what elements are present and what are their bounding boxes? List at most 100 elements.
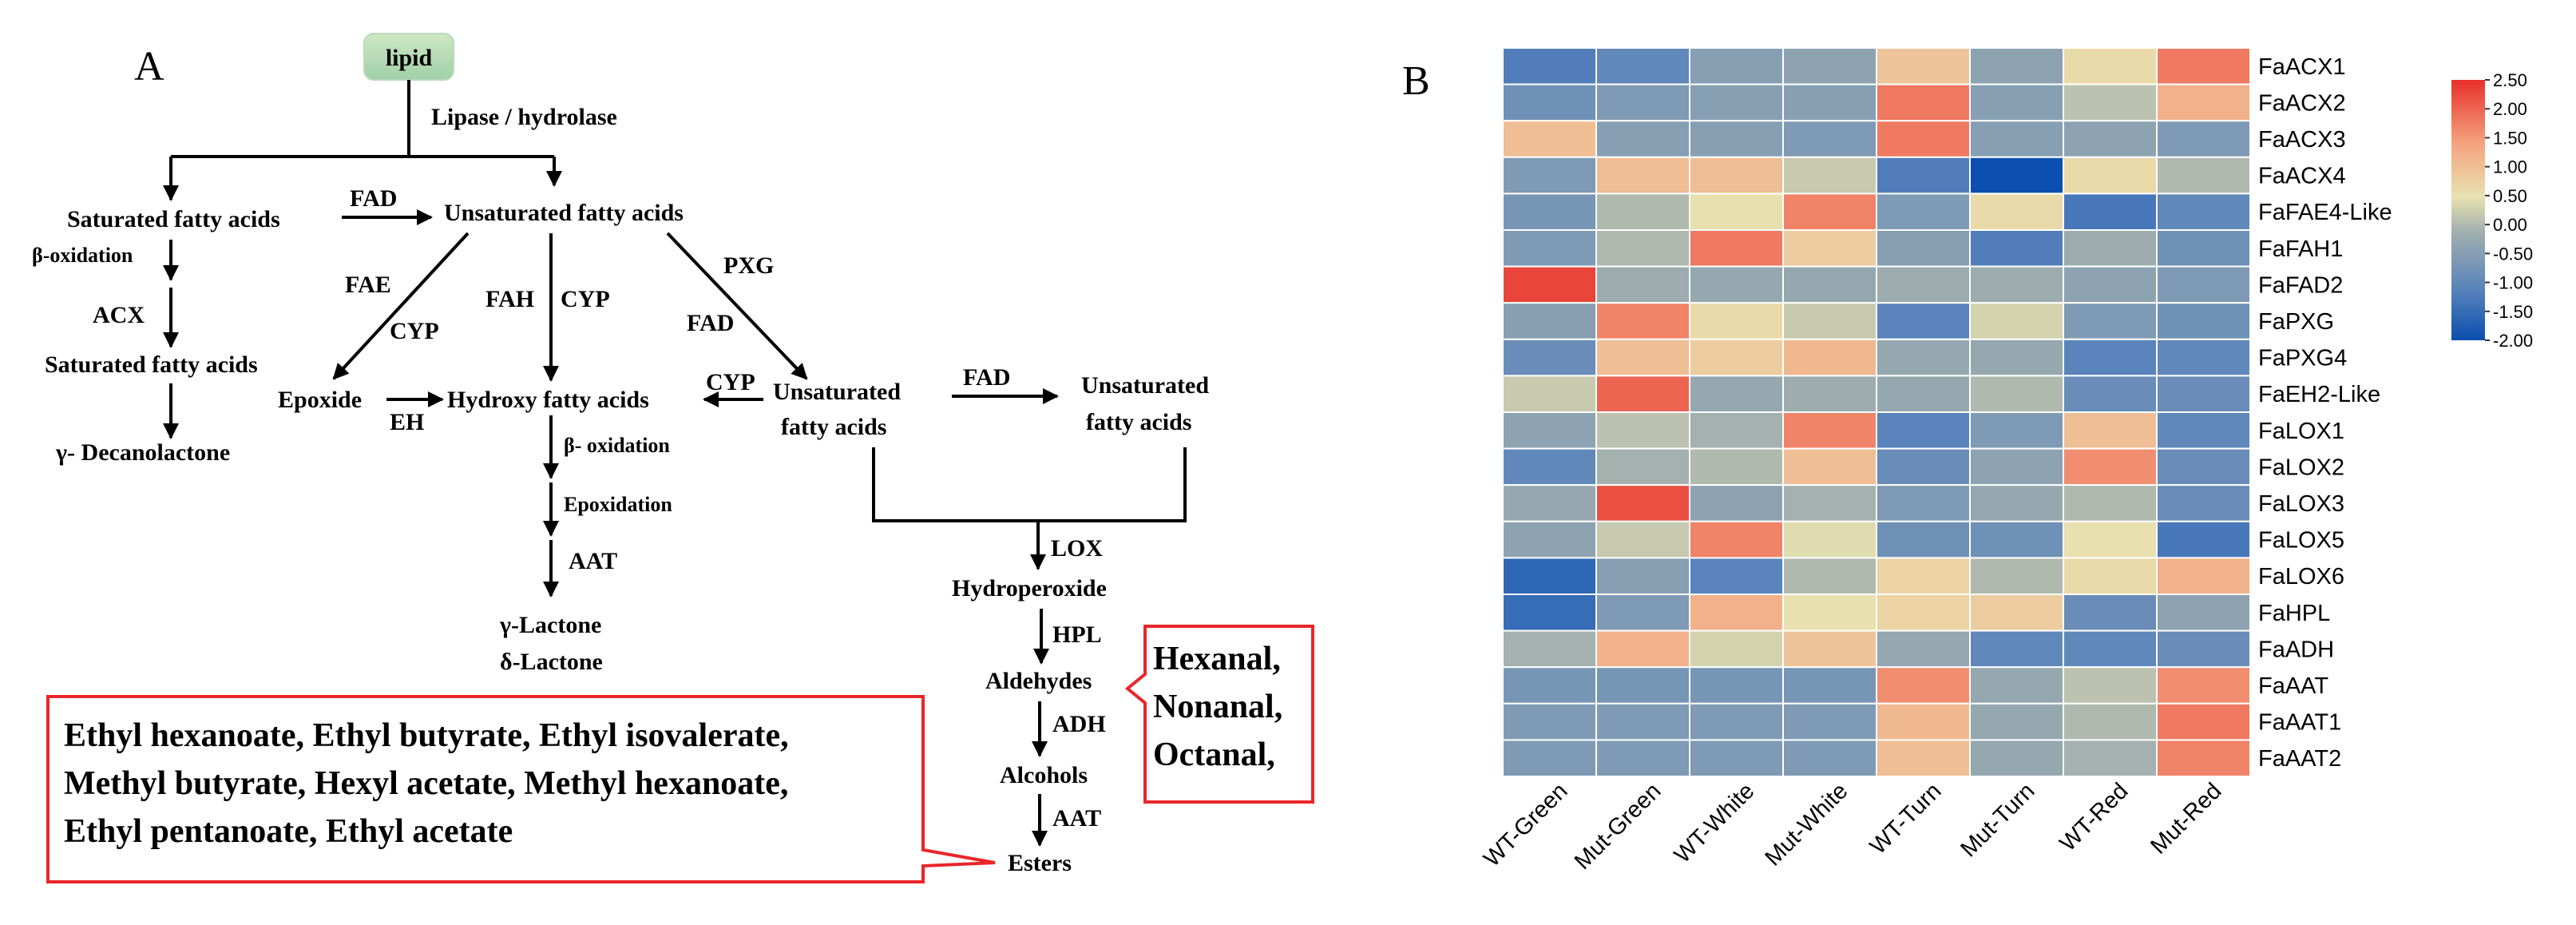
heatmap-cell: [1782, 156, 1877, 195]
aldehyde-callout-box: [1124, 625, 1314, 804]
aldehydes-label: Aldehydes: [985, 668, 1092, 694]
heatmap-cell: [1502, 120, 1597, 158]
heatmap-cell: [1969, 302, 2064, 340]
heatmap-cell: [1876, 47, 1971, 85]
callout-octanal: Octanal,: [1153, 736, 1275, 773]
heatmap-cell: [1782, 83, 1877, 122]
heatmap-cell: [1502, 739, 1597, 778]
row-label: FaAAT2: [2258, 746, 2341, 772]
heatmap-cell: [1595, 666, 1690, 705]
unsaturated-right-2a: Unsaturated: [1081, 372, 1209, 399]
row-label: FaFAD2: [2258, 272, 2343, 298]
heatmap-cell: [1876, 193, 1971, 231]
heatmap-cell: [2156, 193, 2251, 231]
heatmap-cell: [1689, 702, 1784, 741]
aat-label-right: AAT: [1052, 805, 1101, 832]
adh-label: ADH: [1052, 711, 1106, 737]
heatmap-cell: [1595, 338, 1690, 377]
column-label: Mut-White: [1760, 778, 1853, 871]
heatmap-cell: [1595, 156, 1690, 195]
color-scale-legend: 2.50 2.00 1.50 1.00 0.50 0.00 -0.50 -1.00 -1.50 -…: [2451, 70, 2533, 351]
heatmap-cell: [1969, 557, 2064, 596]
heatmap-cell: [2063, 411, 2158, 450]
heatmap: [1502, 47, 2251, 778]
row-label: FaLOX6: [2258, 564, 2344, 590]
heatmap-cell: [1876, 666, 1971, 705]
heatmap-cell: [1782, 557, 1877, 596]
heatmap-cell: [1502, 265, 1597, 304]
heatmap-cell: [1502, 156, 1597, 195]
heatmap-cell: [1969, 629, 2064, 669]
heatmap-cell: [2063, 447, 2158, 486]
unsaturated-right-1a: Unsaturated: [773, 379, 901, 405]
heatmap-cell: [2156, 156, 2251, 195]
heatmap-cell: [1689, 83, 1784, 122]
column-label: WT-Red: [2055, 778, 2134, 856]
heatmap-cell: [1969, 265, 2064, 304]
heatmap-cell: [1595, 484, 1690, 522]
arrow-to-epoxide: [332, 232, 470, 380]
heatmap-cell: [2063, 594, 2158, 632]
heatmap-cell: [1689, 120, 1784, 158]
unsaturated-right-2b: fatty acids: [1086, 409, 1191, 435]
row-label: FaADH: [2258, 637, 2334, 662]
callout-ester-line-2: Methyl butyrate, Hexyl acetate, Methyl h…: [64, 765, 788, 802]
lox-bracket: [872, 447, 1187, 522]
hpl-label: HPL: [1052, 621, 1102, 648]
heatmap-cell: [1969, 594, 2064, 632]
row-label: FaHPL: [2258, 601, 2330, 626]
row-label: FaLOX1: [2258, 419, 2344, 444]
row-label: FaACX1: [2258, 54, 2346, 80]
heatmap-cell: [2063, 629, 2158, 669]
heatmap-cell: [1782, 594, 1877, 632]
heatmap-cell: [1502, 229, 1597, 268]
heatmap-cell: [1689, 594, 1784, 632]
lipase-label: Lipase / hydrolase: [431, 104, 617, 130]
heatmap-cell: [1502, 47, 1597, 85]
heatmap-cell: [1876, 739, 1971, 778]
heatmap-cell: [1876, 265, 1971, 304]
arrow-to-unsaturated-right: [666, 232, 808, 380]
heatmap-cell: [2156, 411, 2251, 450]
heatmap-cell: [1502, 484, 1597, 522]
heatmap-cell: [2156, 739, 2251, 778]
heatmap-cell: [2156, 83, 2251, 122]
row-label: FaACX2: [2258, 90, 2346, 116]
heatmap-cell: [1689, 302, 1784, 340]
beta-oxidation-label: β-oxidation: [32, 244, 133, 267]
heatmap-cell: [1689, 484, 1784, 522]
column-label: WT-Turn: [1865, 778, 1947, 859]
heatmap-cell: [1876, 447, 1971, 486]
heatmap-cell: [1876, 702, 1971, 741]
column-label: WT-Green: [1479, 778, 1572, 871]
row-label: FaPXG: [2258, 309, 2334, 335]
heatmap-cell: [1689, 229, 1784, 268]
heatmap-cell: [1595, 375, 1690, 413]
row-label: FaPXG4: [2258, 346, 2347, 371]
callout-hexanal: Hexanal,: [1153, 641, 1281, 677]
heatmap-cell: [2156, 666, 2251, 705]
heatmap-cell: [1502, 520, 1597, 559]
heatmap-cell: [2156, 520, 2251, 559]
heatmap-cell: [1689, 739, 1784, 778]
heatmap-cell: [2156, 229, 2251, 268]
heatmap-cell: [2156, 594, 2251, 632]
heatmap-cell: [1969, 375, 2064, 413]
heatmap-cell: [2063, 666, 2158, 705]
color-bar-tick-label: -0.50: [2493, 244, 2533, 264]
color-bar-tick-label: -1.00: [2493, 273, 2533, 293]
esters-label: Esters: [1008, 850, 1072, 876]
heatmap-cell: [1876, 411, 1971, 450]
gamma-lactone: γ-Lactone: [499, 612, 601, 638]
heatmap-cell: [1876, 557, 1971, 596]
ester-callout-box: [46, 695, 996, 883]
heatmap-cell: [1689, 411, 1784, 450]
heatmap-cell: [2156, 375, 2251, 413]
color-bar-tick-label: 2.50: [2493, 70, 2527, 90]
heatmap-cell: [1689, 193, 1784, 231]
heatmap-cell: [2063, 193, 2158, 231]
color-bar-tick-label: 2.00: [2493, 99, 2527, 119]
cyp-label-left: CYP: [390, 318, 439, 344]
heatmap-cell: [2156, 702, 2251, 741]
heatmap-cell: [1876, 375, 1971, 413]
